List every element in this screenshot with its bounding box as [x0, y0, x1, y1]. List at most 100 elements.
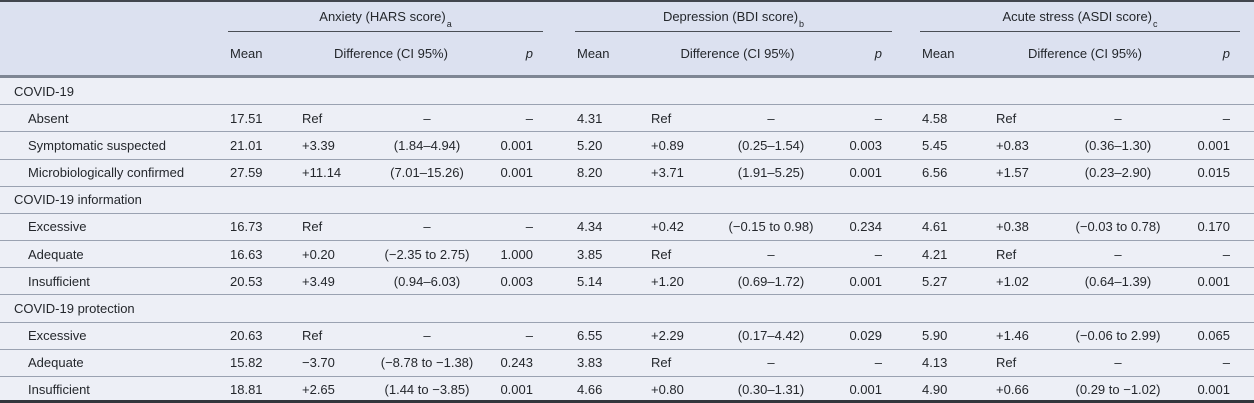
cell-depression-diff: Ref [651, 355, 672, 371]
group-header-row: Anxiety (HARS score) a Depression (BDI sc… [0, 2, 1254, 32]
cell-anxiety-mean: 16.73 [230, 219, 263, 235]
cell-stress-ci: (−0.06 to 2.99) [1075, 328, 1161, 344]
cell-anxiety-p: 0.243 [500, 355, 533, 371]
cell-stress-diff: +1.02 [996, 273, 1029, 289]
cell-depression-mean: 8.20 [577, 165, 603, 181]
cell-depression-diff: +0.42 [651, 219, 684, 235]
section-label: COVID-19 information [14, 192, 142, 208]
col-header-stress-mean: Mean [922, 46, 955, 61]
row-label: Excessive [28, 219, 87, 235]
cell-anxiety-ci: (−8.78 to −1.38) [380, 355, 474, 371]
cell-anxiety-ci: (1.84–4.94) [393, 137, 461, 153]
cell-stress-ci: (−0.03 to 0.78) [1075, 219, 1161, 235]
cell-anxiety-mean: 20.63 [230, 328, 263, 344]
cell-stress-ci: (0.23–2.90) [1084, 165, 1152, 181]
cell-stress-p: 0.065 [1197, 328, 1230, 344]
column-header-row: Mean Difference (CI 95%) p Mean Differen… [0, 32, 1254, 75]
col-header-depression-difference: Difference (CI 95%) [680, 46, 795, 61]
cell-anxiety-diff: +3.39 [302, 137, 335, 153]
cell-anxiety-ci: (1.44 to −3.85) [384, 382, 470, 398]
section-row: COVID-19 information [0, 185, 1254, 213]
cell-depression-diff: +1.20 [651, 273, 684, 289]
cell-stress-ci: (0.36–1.30) [1084, 137, 1152, 153]
cell-depression-p: 0.029 [849, 328, 882, 344]
row-label: Adequate [28, 355, 84, 371]
cell-anxiety-ci: (0.94–6.03) [393, 273, 461, 289]
group-header-anxiety: Anxiety (HARS score) a [228, 2, 543, 32]
cell-depression-diff: +2.29 [651, 328, 684, 344]
cell-stress-diff: +0.83 [996, 137, 1029, 153]
group-title: Anxiety (HARS score) [319, 9, 446, 24]
cell-anxiety-mean: 18.81 [230, 382, 263, 398]
cell-stress-mean: 4.21 [922, 246, 948, 262]
cell-depression-ci: (0.17–4.42) [737, 328, 805, 344]
group-title: Acute stress (ASDI score) [1002, 9, 1153, 24]
table-row: Insufficient 18.81 +2.65 (1.44 to −3.85) 0.0… [0, 375, 1254, 403]
cell-stress-ci: (0.29 to −1.02) [1075, 382, 1161, 398]
cell-depression-mean: 4.66 [577, 382, 603, 398]
cell-stress-p: – [1222, 355, 1230, 371]
cell-anxiety-mean: 20.53 [230, 273, 263, 289]
cell-anxiety-diff: Ref [302, 110, 323, 126]
table-header: Anxiety (HARS score) a Depression (BDI sc… [0, 2, 1254, 78]
cell-depression-ci: (0.30–1.31) [737, 382, 805, 398]
cell-stress-p: – [1222, 110, 1230, 126]
cell-anxiety-diff: −3.70 [302, 355, 335, 371]
row-label: Excessive [28, 328, 87, 344]
cell-depression-mean: 4.34 [577, 219, 603, 235]
cell-depression-mean: 5.20 [577, 137, 603, 153]
cell-anxiety-p: – [525, 110, 533, 126]
col-header-anxiety-p: p [525, 46, 533, 61]
cell-anxiety-p: 0.001 [500, 137, 533, 153]
row-label: Microbiologically confirmed [28, 165, 185, 181]
cell-stress-mean: 4.61 [922, 219, 948, 235]
cell-depression-ci: – [767, 355, 775, 371]
group-title: Depression (BDI score) [662, 9, 799, 24]
cell-anxiety-ci: – [423, 110, 431, 126]
cell-stress-diff: Ref [996, 355, 1017, 371]
row-label: Absent [28, 110, 69, 126]
table-row: Symptomatic suspected 21.01 +3.39 (1.84–4.9… [0, 131, 1254, 158]
cell-depression-ci: (0.69–1.72) [737, 273, 805, 289]
cell-depression-mean: 5.14 [577, 273, 603, 289]
col-header-anxiety-difference: Difference (CI 95%) [334, 46, 448, 61]
table-body: COVID-19 Absent 17.51 Ref – – 4.31 Ref – – 4.58 Ref… [0, 78, 1254, 403]
cell-anxiety-mean: 17.51 [230, 110, 263, 126]
col-header-stress-p: p [1222, 46, 1230, 61]
table-row: Adequate 15.82 −3.70 (−8.78 to −1.38) 0.243 3… [0, 348, 1254, 376]
cell-stress-mean: 4.13 [922, 355, 948, 371]
cell-stress-mean: 5.27 [922, 273, 948, 289]
cell-stress-diff: +0.38 [996, 219, 1029, 235]
cell-anxiety-diff: +2.65 [302, 382, 335, 398]
cell-depression-p: 0.001 [849, 382, 882, 398]
table-row: Insufficient 20.53 +3.49 (0.94–6.03) 0.003 5.… [0, 267, 1254, 294]
table-row: Microbiologically confirmed 27.59 +11.14 (7… [0, 158, 1254, 186]
cell-stress-diff: +1.57 [996, 165, 1029, 181]
cell-depression-ci: (1.91–5.25) [737, 165, 805, 181]
cell-depression-diff: +3.71 [651, 165, 684, 181]
cell-anxiety-diff: Ref [302, 328, 323, 344]
cell-depression-p: – [874, 355, 882, 371]
cell-anxiety-diff: +0.20 [302, 246, 335, 262]
cell-anxiety-ci: – [423, 328, 431, 344]
row-label: Adequate [28, 246, 84, 262]
col-header-stress-difference: Difference (CI 95%) [1028, 46, 1142, 61]
cell-anxiety-diff: Ref [302, 219, 323, 235]
cell-anxiety-p: 0.001 [500, 382, 533, 398]
cell-depression-diff: +0.89 [651, 137, 684, 153]
cell-stress-ci: – [1114, 246, 1122, 262]
cell-anxiety-ci: (−2.35 to 2.75) [384, 246, 470, 262]
cell-anxiety-diff: +3.49 [302, 273, 335, 289]
table-row: Absent 17.51 Ref – – 4.31 Ref – – 4.58 Ref – – [0, 104, 1254, 131]
cell-depression-ci: (−0.15 to 0.98) [728, 219, 814, 235]
cell-depression-mean: 3.85 [577, 246, 603, 262]
group-header-acute-stress: Acute stress (ASDI score) c [920, 2, 1240, 32]
cell-stress-diff: Ref [996, 110, 1017, 126]
row-label: Insufficient [28, 273, 90, 289]
row-label: Symptomatic suspected [28, 137, 167, 153]
group-header-depression: Depression (BDI score) b [575, 2, 892, 32]
cell-anxiety-p: 1.000 [500, 246, 533, 262]
cell-depression-p: 0.003 [849, 137, 882, 153]
cell-stress-mean: 5.90 [922, 328, 948, 344]
cell-stress-diff: Ref [996, 246, 1017, 262]
